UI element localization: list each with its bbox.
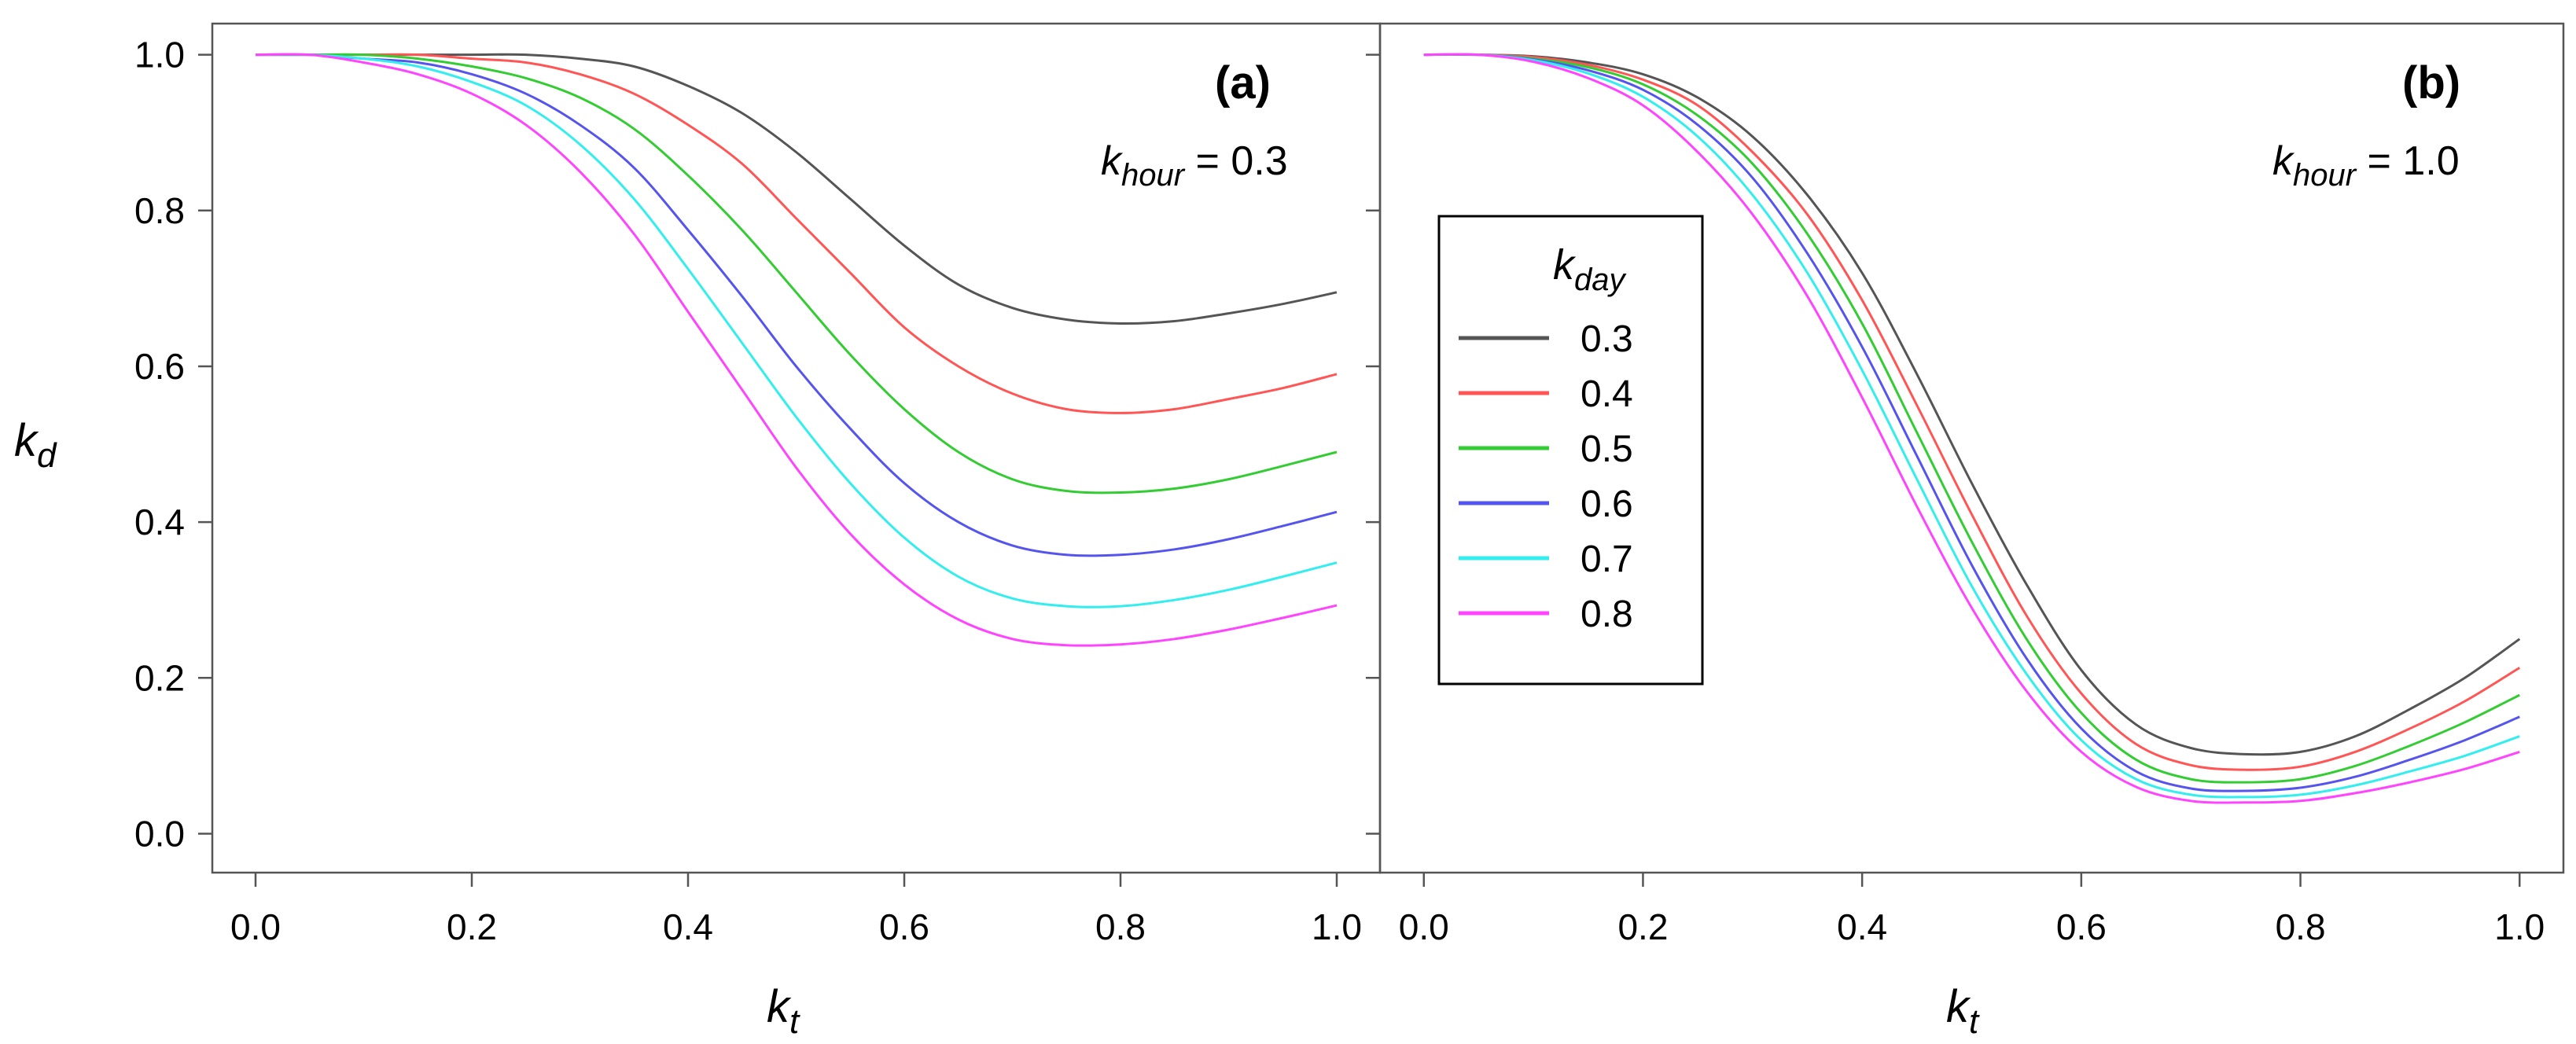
panel-a: 0.0 0.2 0.4 0.6 0.8 1.0 0.0 0.2 0.4 0.6 0.8 1.0 (a…	[14, 22, 1382, 1041]
panel-a-khour-subscript: hour	[1121, 158, 1186, 193]
legend: kday 0.3 0.4 0.5 0.6 0.7 0.8	[1437, 215, 1704, 686]
panel-a-y-ticks: 0.0 0.2 0.4 0.6 0.8 1.0	[134, 35, 212, 854]
panel-b-series-kday-0.7	[1423, 53, 2520, 799]
y-axis-symbol: k	[14, 415, 39, 466]
panel-b-x-axis-symbol: k	[1946, 981, 1971, 1032]
panel-b-x-tick-label-1: 0.2	[1617, 906, 1668, 947]
panel-b-y-ticks	[1366, 53, 1380, 835]
panel-a-khour-value: = 0.3	[1184, 138, 1288, 184]
panel-a-series-kday-0.3	[256, 53, 1338, 325]
panel-a-y-tick-label-5: 1.0	[134, 35, 185, 75]
panel-b-label: (b)	[2402, 57, 2460, 108]
panel-a-x-axis-subscript: t	[789, 1002, 800, 1041]
panel-a-y-tick-label-2: 0.4	[134, 502, 185, 542]
panel-a-x-tick-label-1: 0.2	[447, 906, 497, 947]
panel-b-series-kday-0.6	[1423, 53, 2520, 792]
legend-entry-label-0.4: 0.4	[1581, 373, 1633, 415]
panel-a-x-tick-label-4: 0.8	[1095, 906, 1146, 947]
panel-a-khour-annotation: khour = 0.3	[1101, 138, 1288, 193]
panel-b-series-kday-0.5	[1423, 53, 2520, 784]
panel-a-series-kday-0.4	[256, 53, 1338, 414]
panel-b-frame	[1378, 22, 2565, 874]
panel-a-x-tick-label-2: 0.4	[663, 906, 713, 947]
legend-entry-label-0.8: 0.8	[1581, 594, 1633, 635]
panel-a-series-kday-0.6	[255, 53, 1338, 557]
panel-a-series	[255, 53, 1338, 647]
panel-b: 0.0 0.2 0.4 0.6 0.8 1.0 (b) khour = 1.0 kt kd…	[1366, 22, 2565, 1041]
panel-b-x-tick-label-3: 0.6	[2056, 906, 2107, 947]
panel-b-x-tick-label-5: 1.0	[2494, 906, 2545, 947]
legend-title-symbol: k	[1553, 241, 1577, 289]
panel-a-series-kday-0.7	[255, 53, 1338, 608]
panel-a-y-tick-label-3: 0.6	[134, 346, 185, 387]
panel-a-label: (a)	[1215, 57, 1271, 108]
legend-box	[1437, 215, 1704, 686]
panel-a-x-ticks: 0.0 0.2 0.4 0.6 0.8 1.0	[230, 873, 1362, 947]
legend-entry-label-0.3: 0.3	[1581, 318, 1633, 360]
panel-b-x-ticks: 0.0 0.2 0.4 0.6 0.8 1.0	[1399, 873, 2545, 947]
panel-b-khour-value: = 1.0	[2356, 138, 2460, 184]
panel-a-x-tick-label-0: 0.0	[230, 906, 281, 947]
panel-b-x-tick-label-2: 0.4	[1837, 906, 1887, 947]
legend-title: kday	[1553, 241, 1627, 297]
y-axis-subscript: d	[37, 436, 57, 475]
panel-b-series-kday-0.8	[1423, 53, 2520, 804]
panel-b-x-axis-subscript: t	[1969, 1002, 1980, 1041]
panel-b-series-kday-0.3	[1423, 53, 2521, 756]
panel-b-series-kday-0.4	[1423, 53, 2521, 771]
panel-a-y-tick-label-0: 0.0	[134, 813, 185, 854]
panel-b-x-axis-title: kt	[1946, 981, 1980, 1041]
y-axis-title: kd	[14, 415, 57, 475]
panel-a-y-tick-label-4: 0.8	[134, 190, 185, 231]
legend-entries: 0.3 0.4 0.5 0.6 0.7 0.8	[1459, 318, 1633, 635]
legend-entry-label-0.7: 0.7	[1581, 539, 1633, 580]
panel-b-x-tick-label-0: 0.0	[1399, 906, 1449, 947]
panel-b-khour-annotation: khour = 1.0	[2272, 138, 2460, 193]
legend-title-subscript: day	[1574, 263, 1627, 297]
panel-b-x-tick-label-4: 0.8	[2276, 906, 2326, 947]
panel-a-x-tick-label-3: 0.6	[879, 906, 929, 947]
panel-a-x-axis-symbol: k	[767, 981, 792, 1032]
panel-b-series	[1423, 53, 2521, 804]
legend-entry-label-0.6: 0.6	[1581, 483, 1633, 525]
panel-a-series-kday-0.8	[255, 53, 1338, 647]
panel-b-khour-symbol: k	[2272, 138, 2295, 184]
legend-entry-label-0.5: 0.5	[1581, 428, 1633, 470]
panel-a-x-tick-label-5: 1.0	[1312, 906, 1362, 947]
panel-a-y-tick-label-1: 0.2	[134, 657, 185, 698]
panel-b-khour-subscript: hour	[2293, 158, 2357, 193]
panel-a-khour-symbol: k	[1101, 138, 1124, 184]
panel-a-x-axis-title: kt	[767, 981, 800, 1041]
panel-a-series-kday-0.5	[256, 53, 1338, 494]
